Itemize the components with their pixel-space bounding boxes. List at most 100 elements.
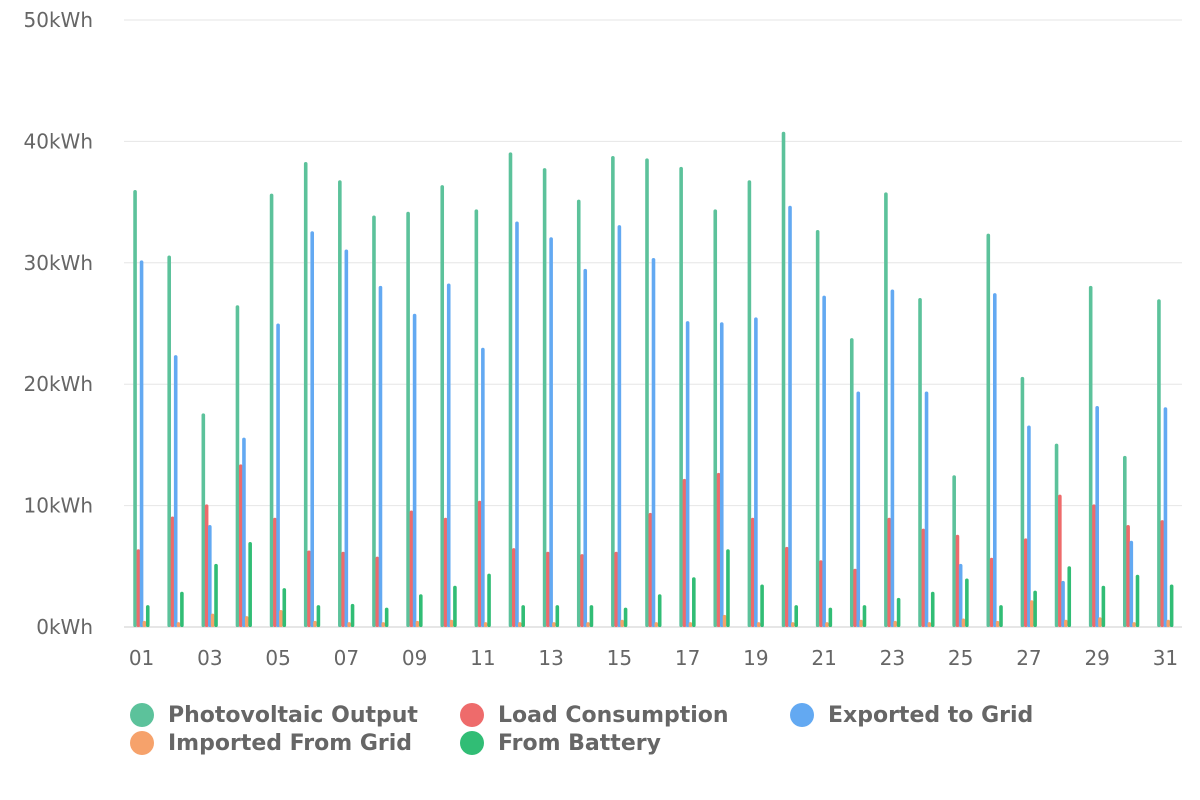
bar[interactable] (1067, 566, 1072, 627)
bar[interactable] (170, 516, 175, 627)
bar[interactable] (1157, 299, 1161, 627)
bar[interactable] (238, 464, 243, 627)
bar[interactable] (760, 584, 764, 627)
legend-item-imported-from-grid[interactable]: Imported From Grid (130, 731, 460, 756)
legend-item-load-consumption[interactable]: Load Consumption (460, 703, 790, 728)
bar[interactable] (713, 209, 718, 627)
bar[interactable] (521, 605, 525, 627)
bar[interactable] (1061, 580, 1065, 627)
bar[interactable] (1129, 540, 1134, 627)
bar[interactable] (1058, 494, 1062, 627)
bar[interactable] (995, 620, 1000, 627)
bar[interactable] (1101, 585, 1106, 627)
bar[interactable] (483, 622, 488, 627)
bar[interactable] (719, 322, 724, 627)
bar[interactable] (338, 180, 342, 628)
bar[interactable] (208, 525, 212, 627)
bar[interactable] (248, 542, 252, 627)
bar[interactable] (1132, 622, 1136, 627)
bar[interactable] (1169, 584, 1174, 627)
bar[interactable] (999, 605, 1003, 627)
bar[interactable] (986, 233, 991, 627)
bar[interactable] (310, 231, 315, 627)
bar[interactable] (1033, 590, 1037, 627)
bar[interactable] (136, 549, 141, 627)
bar[interactable] (375, 556, 380, 627)
bar[interactable] (273, 517, 277, 627)
bar[interactable] (418, 594, 423, 627)
bar[interactable] (918, 298, 922, 627)
bar[interactable] (952, 475, 956, 627)
bar[interactable] (350, 603, 355, 627)
bar[interactable] (515, 221, 519, 628)
bar[interactable] (611, 155, 615, 627)
bar[interactable] (449, 619, 454, 627)
bar[interactable] (890, 289, 895, 627)
bar[interactable] (167, 255, 171, 628)
bar[interactable] (921, 528, 926, 627)
bar[interactable] (415, 620, 420, 627)
bar[interactable] (133, 189, 137, 627)
bar[interactable] (244, 616, 249, 627)
bar[interactable] (406, 211, 410, 627)
bar[interactable] (542, 168, 547, 627)
bar[interactable] (313, 620, 317, 627)
bar[interactable] (307, 550, 311, 627)
bar[interactable] (303, 162, 308, 627)
bar[interactable] (176, 622, 181, 627)
bar[interactable] (517, 622, 522, 627)
bar[interactable] (1135, 574, 1140, 627)
bar[interactable] (474, 209, 479, 627)
bar[interactable] (1160, 520, 1165, 627)
bar[interactable] (747, 180, 752, 628)
bar[interactable] (828, 607, 833, 627)
bar[interactable] (276, 323, 280, 628)
bar[interactable] (210, 613, 215, 627)
bar[interactable] (384, 607, 389, 627)
bar[interactable] (955, 534, 960, 627)
bar[interactable] (235, 305, 240, 627)
bar[interactable] (1027, 425, 1031, 627)
bar[interactable] (750, 517, 755, 627)
bar[interactable] (856, 391, 861, 627)
bar[interactable] (685, 321, 690, 627)
bar[interactable] (859, 619, 863, 627)
bar[interactable] (1064, 619, 1068, 627)
bar[interactable] (269, 193, 274, 628)
bar[interactable] (965, 578, 969, 627)
bar[interactable] (477, 500, 482, 627)
bar[interactable] (481, 347, 485, 627)
legend-item-exported-to-grid[interactable]: Exported to Grid (790, 703, 1120, 728)
bar[interactable] (893, 620, 898, 627)
bar[interactable] (785, 546, 789, 627)
bar[interactable] (791, 622, 795, 627)
bar[interactable] (139, 260, 144, 627)
bar[interactable] (1023, 538, 1028, 627)
bar[interactable] (756, 622, 761, 627)
bar[interactable] (576, 199, 581, 627)
bar[interactable] (347, 622, 351, 627)
bar[interactable] (924, 391, 929, 627)
bar[interactable] (722, 614, 727, 627)
bar[interactable] (896, 597, 901, 627)
bar[interactable] (927, 622, 932, 627)
bar[interactable] (1098, 617, 1102, 627)
bar[interactable] (614, 551, 618, 627)
bar[interactable] (794, 605, 799, 627)
bar[interactable] (1029, 600, 1034, 627)
bar[interactable] (409, 510, 414, 627)
bar[interactable] (583, 268, 588, 627)
bar[interactable] (279, 610, 283, 627)
bar[interactable] (682, 478, 687, 627)
bar[interactable] (1088, 285, 1093, 627)
bar[interactable] (204, 504, 209, 627)
bar[interactable] (552, 622, 556, 627)
bar[interactable] (679, 166, 683, 628)
legend-item-photovoltaic-output[interactable]: Photovoltaic Output (130, 703, 460, 728)
bar[interactable] (453, 585, 457, 627)
bar[interactable] (853, 568, 857, 627)
bar[interactable] (344, 249, 349, 628)
bar[interactable] (580, 554, 584, 627)
bar[interactable] (508, 152, 513, 628)
bar[interactable] (815, 230, 820, 627)
